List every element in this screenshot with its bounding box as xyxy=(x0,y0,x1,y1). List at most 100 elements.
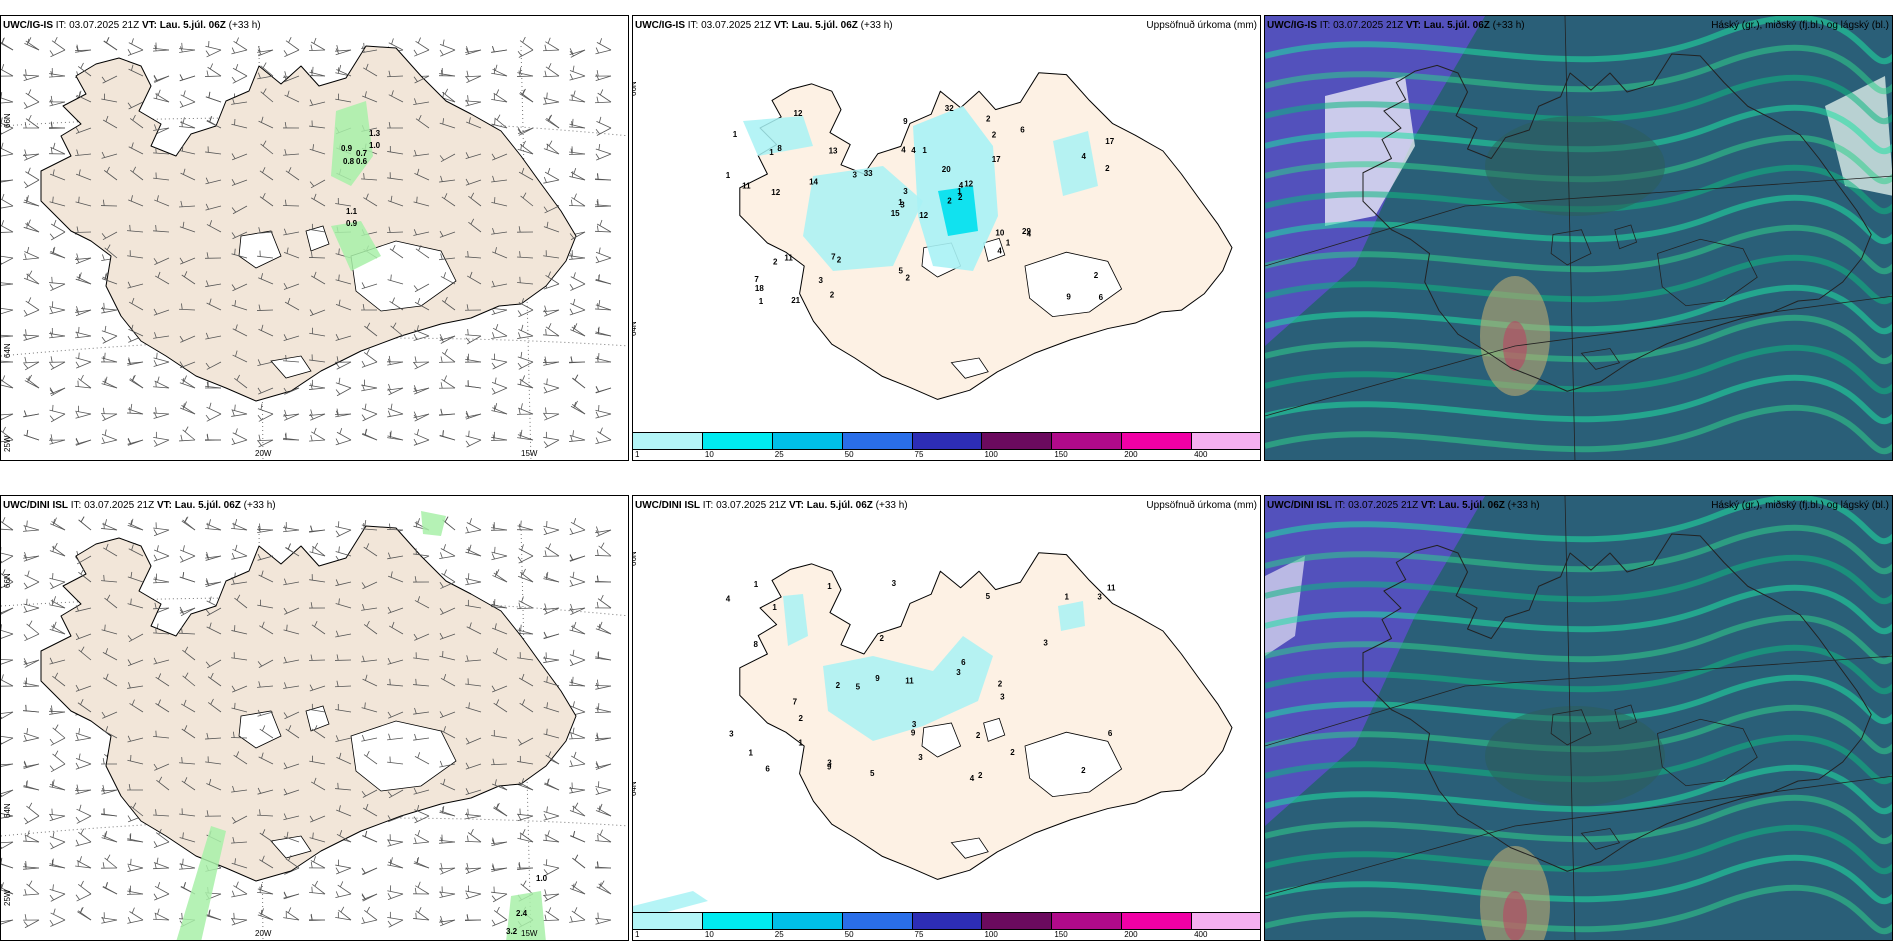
panel-variable-title: Uppsöfnuð úrkoma (mm) xyxy=(1146,500,1257,511)
precip-value-label: 6 xyxy=(961,658,966,667)
precip-value-label: 2 xyxy=(947,197,952,206)
colorbar-tick-label: 1 xyxy=(635,450,640,459)
precip-value-label: 1 xyxy=(759,297,764,306)
colorbar-swatch xyxy=(982,913,1053,929)
precip-value-label: 4 xyxy=(970,774,975,783)
precip-value-label: 5 xyxy=(870,769,875,778)
precip-value-label: 2 xyxy=(837,255,842,264)
colorbar-swatch xyxy=(982,433,1053,449)
precip-colorbar-labels: 1 10 25 50 75 100 150 200 400 xyxy=(633,450,1260,460)
precip-value-label: 20 xyxy=(942,165,951,174)
colorbar-tick-label: 10 xyxy=(704,450,714,459)
colorbar-tick-label: 200 xyxy=(1124,930,1138,939)
precip-value-label: 3 xyxy=(912,720,917,729)
colorbar-swatch xyxy=(772,913,843,929)
colorbar-tick-label: 100 xyxy=(984,450,998,459)
precip-value-label: 7 xyxy=(793,698,798,707)
panel-header: UWC/DINI ISL IT: 03.07.2025 21Z VT: Lau.… xyxy=(1267,500,1540,511)
precip-map: 1213742212212612171517214201133183412489… xyxy=(726,72,1233,400)
colorbar-swatch xyxy=(633,913,703,929)
precip-value-label: 2 xyxy=(998,680,1003,689)
precip-value-label: 9 xyxy=(911,728,916,737)
precip-value-label: 2 xyxy=(830,290,835,299)
precip-value-label: 11 xyxy=(784,254,793,263)
colorbar-swatch xyxy=(912,913,983,929)
lat-label-66: 66N xyxy=(3,573,12,588)
precip-value-label: 11 xyxy=(905,676,914,685)
wet-value-label: 1.0 xyxy=(536,874,548,883)
precip-value-label: 32 xyxy=(945,104,954,113)
precip-value-label: 1 xyxy=(1065,593,1070,602)
colorbar-swatch xyxy=(1192,433,1260,449)
precip-value-label: 3 xyxy=(819,276,824,285)
precip-value-label: 18 xyxy=(755,284,764,293)
precip-value-label: 1 xyxy=(769,148,774,157)
precip-value-label: 2 xyxy=(836,681,841,690)
colorbar-swatch xyxy=(842,433,913,449)
precip-value-label: 2 xyxy=(799,714,804,723)
precip-colorbar xyxy=(633,432,1260,450)
precip-value-label: 15 xyxy=(891,209,900,218)
precip-value-label: 29 xyxy=(1022,227,1031,236)
precip-value-label: 2 xyxy=(880,634,885,643)
colorbar-tick-label: 400 xyxy=(1194,930,1208,939)
precip-value-label: 7 xyxy=(754,275,759,284)
cloud-map xyxy=(1265,496,1892,940)
precip-value-label: 2 xyxy=(1010,748,1015,757)
lat-label-64: 64N xyxy=(3,343,12,358)
precip-value-label: 4 xyxy=(959,181,964,190)
precip-value-label: 4 xyxy=(1082,152,1087,161)
precip-value-label: 2 xyxy=(906,274,911,283)
colorbar-swatch xyxy=(633,433,703,449)
wind-map: 1.31.00.90.70.8 0.61.10.9 xyxy=(1,36,628,460)
precip-value-label: 4 xyxy=(911,146,916,155)
precip-value-label: 21 xyxy=(791,296,800,305)
precip-panel-bottom: UWC/DINI ISL IT: 03.07.2025 21Z VT: Lau.… xyxy=(632,495,1261,941)
precip-value-label: 3 xyxy=(1043,639,1048,648)
lat-label-66: 66N xyxy=(632,551,638,566)
precip-value-label: 6 xyxy=(1099,293,1104,302)
precip-value-label: 9 xyxy=(1066,293,1071,302)
precip-value-label: 1 xyxy=(798,739,803,748)
precip-value-label: 3 xyxy=(1000,692,1005,701)
wet-value-label: 2.4 xyxy=(516,909,528,918)
lat-label-66: 66N xyxy=(3,113,12,128)
wet-value-label: 0.8 xyxy=(343,157,355,166)
precip-value-label: 2 xyxy=(976,731,981,740)
precip-value-label: 8 xyxy=(777,144,782,153)
wet-value-label: 0.7 xyxy=(356,149,368,158)
lat-label-25w: 25W xyxy=(3,889,12,906)
precip-value-label: 4 xyxy=(901,146,906,155)
precip-value-label: 3 xyxy=(918,753,923,762)
precip-value-label: 1 xyxy=(726,171,731,180)
colorbar-swatch xyxy=(702,433,773,449)
precip-value-label: 5 xyxy=(986,592,991,601)
colorbar-swatch xyxy=(1052,913,1123,929)
precip-value-label: 2 xyxy=(1094,271,1099,280)
precip-value-label: 12 xyxy=(794,109,803,118)
colorbar-tick-label: 75 xyxy=(914,930,924,939)
precip-value-label: 10 xyxy=(995,228,1004,237)
lon-label-15w: 15W xyxy=(521,929,538,938)
wet-value-label: 1.3 xyxy=(369,129,381,138)
panel-header: UWC/DINI ISL IT: 03.07.2025 21Z VT: Lau.… xyxy=(635,500,908,511)
precip-value-label: 2 xyxy=(978,771,983,780)
precip-value-label: 1 xyxy=(754,580,759,589)
precip-value-label: 1 xyxy=(922,146,927,155)
lat-label-64: 64N xyxy=(632,781,638,796)
colorbar-swatch xyxy=(702,913,773,929)
wet-value-label: 1.0 xyxy=(369,141,381,150)
lon-label-20w: 20W xyxy=(255,449,272,458)
precip-value-label: 5 xyxy=(899,267,904,276)
precip-value-label: 12 xyxy=(771,188,780,197)
precip-value-label: 4 xyxy=(1027,230,1032,239)
panel-variable-title: Uppsöfnuð úrkoma (mm) xyxy=(1146,20,1257,31)
precip-value-label: 3 xyxy=(903,187,908,196)
precip-value-label: 1 xyxy=(957,187,962,196)
precip-value-label: 2 xyxy=(1081,766,1086,775)
precip-value-label: 1 xyxy=(733,130,738,139)
precip-value-label: 3 xyxy=(827,759,832,768)
precip-value-label: 7 xyxy=(831,252,836,261)
precip-value-label: 3 xyxy=(729,729,734,738)
colorbar-swatch xyxy=(842,913,913,929)
